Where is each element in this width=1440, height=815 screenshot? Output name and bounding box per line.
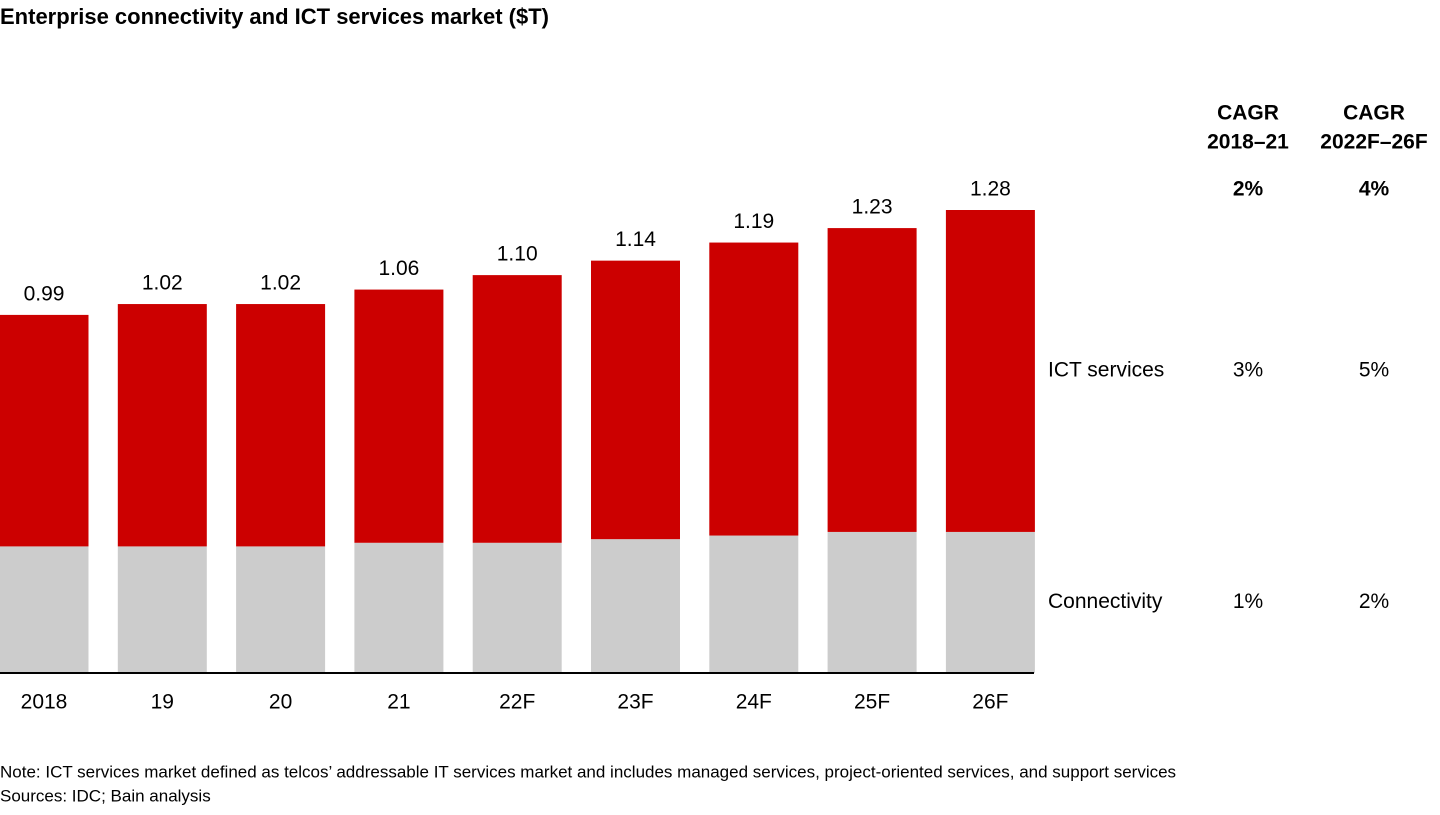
x-tick-label: 21 <box>387 691 410 714</box>
total-label: 1.19 <box>733 210 774 233</box>
total-label: 1.28 <box>970 178 1011 201</box>
bar-segment <box>0 314 89 547</box>
cagr-header: CAGR <box>1343 102 1405 125</box>
bar-segment <box>591 539 680 673</box>
bar-segment <box>472 542 562 673</box>
cagr-total: 4% <box>1359 178 1390 201</box>
total-label: 1.23 <box>852 196 893 219</box>
total-label: 1.14 <box>615 228 656 251</box>
total-label: 0.99 <box>24 282 65 305</box>
bar-segment <box>354 542 444 673</box>
x-tick-label: 2018 <box>21 691 68 714</box>
bar-segment <box>472 275 562 543</box>
total-label: 1.06 <box>378 257 419 280</box>
cagr-header: 2022F–26F <box>1320 131 1428 154</box>
x-tick-label: 20 <box>269 691 292 714</box>
bar-segment <box>236 304 326 547</box>
x-tick-label: 22F <box>499 691 535 714</box>
cagr-value: 5% <box>1359 359 1389 382</box>
legend-label: Connectivity <box>1048 590 1163 613</box>
bar-segment <box>709 535 799 673</box>
cagr-value: 1% <box>1233 590 1263 613</box>
bar-segment <box>0 546 89 673</box>
total-label: 1.10 <box>497 243 538 266</box>
total-label: 1.02 <box>260 272 301 295</box>
bar-segment <box>591 260 680 540</box>
bar-segment <box>117 546 207 673</box>
chart-title: Enterprise connectivity and ICT services… <box>0 4 549 29</box>
bar-segment <box>827 228 917 532</box>
bar-segment <box>354 289 444 543</box>
bar-segment <box>827 531 917 673</box>
cagr-value: 3% <box>1233 359 1263 382</box>
x-tick-label: 25F <box>854 691 890 714</box>
bar-segment <box>945 210 1035 532</box>
bar-segment <box>945 531 1035 673</box>
cagr-header: 2018–21 <box>1207 131 1289 154</box>
note: Note: ICT services market defined as tel… <box>0 762 1176 781</box>
bar-segment <box>236 546 326 673</box>
cagr-header: CAGR <box>1217 102 1279 125</box>
x-tick-label: 19 <box>151 691 174 714</box>
legend-label: ICT services <box>1048 359 1164 382</box>
bar-segment <box>709 242 799 536</box>
x-tick-label: 23F <box>617 691 653 714</box>
x-tick-label: 24F <box>736 691 772 714</box>
bar-segment <box>117 304 207 547</box>
sources: Sources: IDC; Bain analysis <box>0 786 211 805</box>
total-label: 1.02 <box>142 272 183 295</box>
x-tick-label: 26F <box>972 691 1008 714</box>
cagr-total: 2% <box>1233 178 1264 201</box>
cagr-value: 2% <box>1359 590 1389 613</box>
